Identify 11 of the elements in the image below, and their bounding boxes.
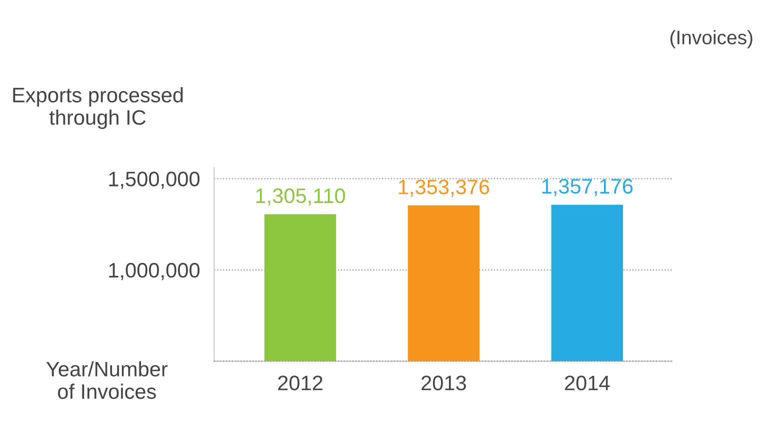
data-label: 1,357,176 (542, 178, 633, 196)
data-label: 1,305,110 (256, 188, 346, 206)
data-label: 1,353,376 (398, 180, 490, 197)
x-tick-label: 2014 (565, 376, 610, 390)
y-tick-label: 1,500,000 (109, 172, 200, 189)
y-tick-label: 1,000,000 (109, 262, 200, 280)
x-tick-label: 2013 (422, 376, 466, 390)
y-axis-title: Exports processed through IC (13, 87, 183, 129)
x-tick-label: 2012 (278, 376, 322, 390)
x-axis-title: Year/Number of Invoices (46, 361, 168, 399)
text: (Invoices) (670, 30, 752, 48)
